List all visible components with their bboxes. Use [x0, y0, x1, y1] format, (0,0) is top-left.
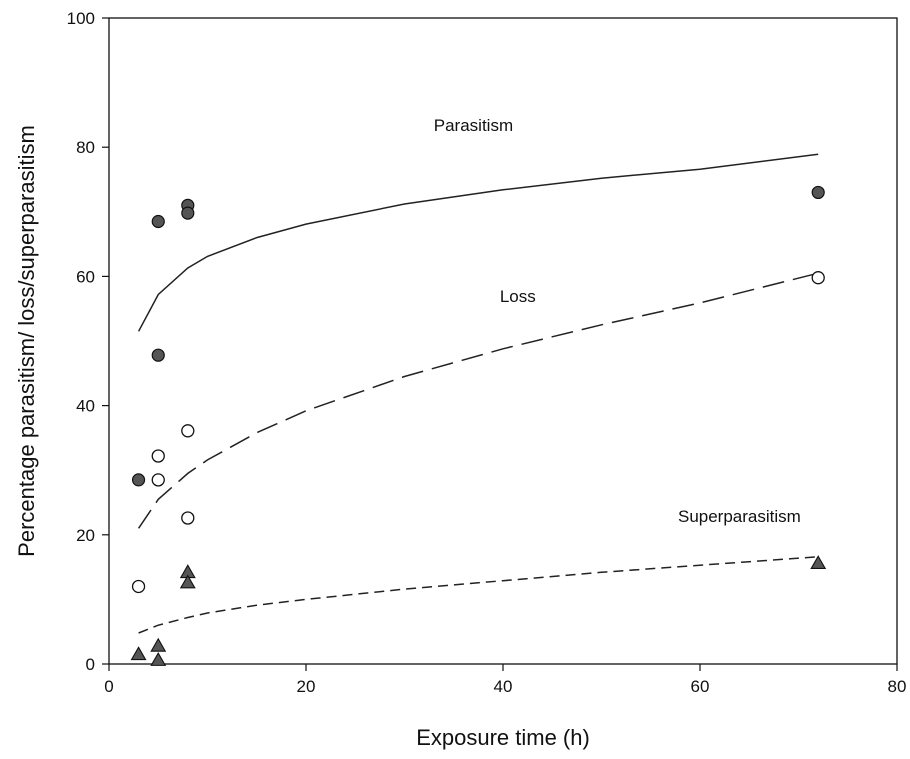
parasitism-point — [151, 348, 165, 362]
x-tick-label: 0 — [104, 677, 113, 696]
loss-point — [181, 511, 195, 525]
superparasitism-point — [810, 555, 827, 570]
x-axis-title: Exposure time (h) — [416, 725, 590, 750]
parasitism-point — [131, 473, 146, 487]
x-tick-label: 80 — [888, 677, 907, 696]
loss-point — [811, 271, 825, 285]
y-tick-label: 40 — [76, 397, 95, 416]
superparasitism-point — [130, 646, 147, 661]
y-tick-label: 80 — [76, 138, 95, 157]
axes: 0 20 40 60 80 0 20 40 60 80 100 — [67, 9, 907, 696]
loss-point — [131, 579, 146, 594]
data-points — [130, 185, 827, 666]
annotation-loss: Loss — [500, 287, 536, 306]
loss-point — [151, 473, 165, 487]
superparasitism-point — [150, 652, 167, 666]
x-tick-label: 20 — [297, 677, 316, 696]
plot-frame — [108, 17, 898, 665]
x-tick-label: 60 — [691, 677, 710, 696]
superparasitism-curve — [138, 556, 819, 634]
parasitism-point — [811, 185, 825, 200]
y-tick-label: 20 — [76, 526, 95, 545]
loss-curve — [137, 272, 819, 529]
superparasitism-point — [179, 574, 196, 589]
y-tick-label: 60 — [76, 267, 95, 286]
parasitism-curve — [137, 153, 819, 332]
fit-curves — [137, 153, 819, 634]
y-axis-title: Percentage parasitism/ loss/superparasit… — [14, 125, 39, 557]
annotation-superparasitism: Superparasitism — [678, 507, 801, 526]
parasitism-point — [151, 214, 165, 229]
annotation-parasitism: Parasitism — [434, 116, 513, 135]
superparasitism-point — [150, 637, 167, 652]
parasitism-point — [181, 206, 195, 220]
y-tick-label: 100 — [67, 9, 95, 28]
annotations: Parasitism Loss Superparasitism — [434, 116, 801, 526]
y-tick-label: 0 — [86, 655, 95, 674]
loss-point — [151, 449, 165, 463]
loss-point — [181, 424, 195, 438]
x-tick-label: 40 — [494, 677, 513, 696]
